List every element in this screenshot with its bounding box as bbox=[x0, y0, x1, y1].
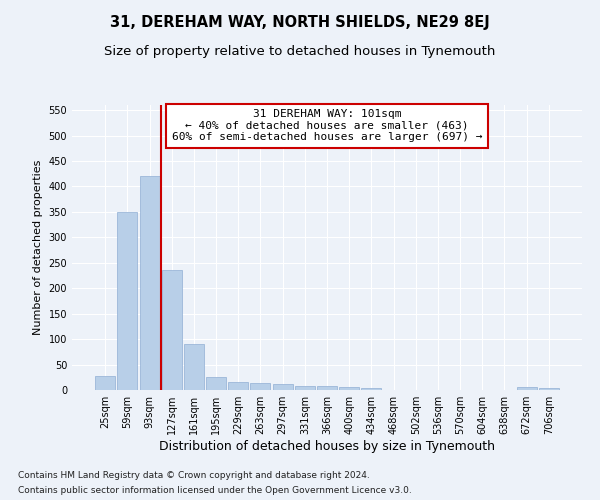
Bar bbox=[539, 388, 559, 390]
X-axis label: Distribution of detached houses by size in Tynemouth: Distribution of detached houses by size … bbox=[159, 440, 495, 453]
Text: Contains HM Land Registry data © Crown copyright and database right 2024.: Contains HM Land Registry data © Crown c… bbox=[18, 471, 370, 480]
Bar bbox=[140, 176, 160, 390]
Y-axis label: Number of detached properties: Number of detached properties bbox=[33, 160, 43, 335]
Bar bbox=[162, 270, 182, 390]
Bar bbox=[118, 212, 137, 390]
Text: Contains public sector information licensed under the Open Government Licence v3: Contains public sector information licen… bbox=[18, 486, 412, 495]
Bar bbox=[339, 388, 359, 390]
Text: 31 DEREHAM WAY: 101sqm
← 40% of detached houses are smaller (463)
60% of semi-de: 31 DEREHAM WAY: 101sqm ← 40% of detached… bbox=[172, 110, 482, 142]
Bar bbox=[184, 344, 204, 390]
Bar bbox=[206, 378, 226, 390]
Bar bbox=[250, 383, 271, 390]
Bar bbox=[517, 388, 536, 390]
Bar bbox=[228, 382, 248, 390]
Bar bbox=[295, 386, 315, 390]
Text: 31, DEREHAM WAY, NORTH SHIELDS, NE29 8EJ: 31, DEREHAM WAY, NORTH SHIELDS, NE29 8EJ bbox=[110, 15, 490, 30]
Bar bbox=[317, 386, 337, 390]
Bar bbox=[361, 388, 382, 390]
Bar bbox=[272, 384, 293, 390]
Text: Size of property relative to detached houses in Tynemouth: Size of property relative to detached ho… bbox=[104, 45, 496, 58]
Bar bbox=[95, 376, 115, 390]
